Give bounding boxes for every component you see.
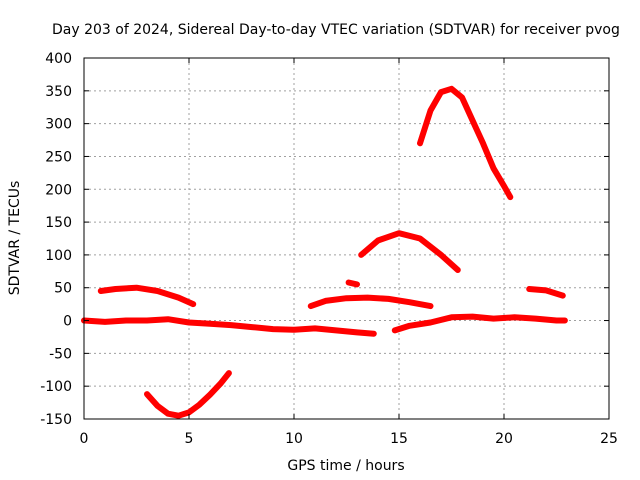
y-tick-label: 350 xyxy=(45,84,72,100)
y-tick-label: 200 xyxy=(45,182,72,198)
axis-ticks: 0 5 10 15 20 25 -150 -100 -50 0 50 100 150 200 250 300 3… xyxy=(40,51,618,447)
series-arc-2 xyxy=(97,284,197,308)
x-tick-label: 15 xyxy=(390,431,408,447)
y-tick-label: 250 xyxy=(45,149,72,165)
y-tick-label: 0 xyxy=(63,314,72,330)
x-axis-label: GPS time / hours xyxy=(287,458,404,474)
x-tick-label: 0 xyxy=(80,431,89,447)
grid-lines xyxy=(84,58,609,419)
y-axis-label: SDTVAR / TECUs xyxy=(7,181,23,296)
y-tick-label: -100 xyxy=(40,379,72,395)
x-tick-label: 20 xyxy=(495,431,513,447)
series-arc-1 xyxy=(81,316,377,337)
data-series xyxy=(81,85,568,419)
x-tick-label: 5 xyxy=(185,431,194,447)
x-tick-label: 25 xyxy=(600,431,618,447)
y-tick-label: 50 xyxy=(54,281,72,297)
series-arc-5 xyxy=(345,279,360,288)
chart-title: Day 203 of 2024, Sidereal Day-to-day VTE… xyxy=(52,22,620,38)
y-tick-label: 150 xyxy=(45,215,72,231)
y-tick-label: 100 xyxy=(45,248,72,264)
y-tick-label: 300 xyxy=(45,117,72,133)
series-arc-4 xyxy=(307,294,434,310)
plot-area-frame xyxy=(83,57,610,420)
series-arc-8 xyxy=(417,85,514,201)
series-arc-9 xyxy=(526,286,566,299)
series-arc-7 xyxy=(391,313,568,334)
series-arc-3 xyxy=(144,370,232,419)
y-tick-label: 400 xyxy=(45,51,72,67)
x-tick-label: 10 xyxy=(285,431,303,447)
y-tick-label: -150 xyxy=(40,412,72,428)
series-arc-6 xyxy=(358,230,461,273)
y-tick-label: -50 xyxy=(49,346,72,362)
